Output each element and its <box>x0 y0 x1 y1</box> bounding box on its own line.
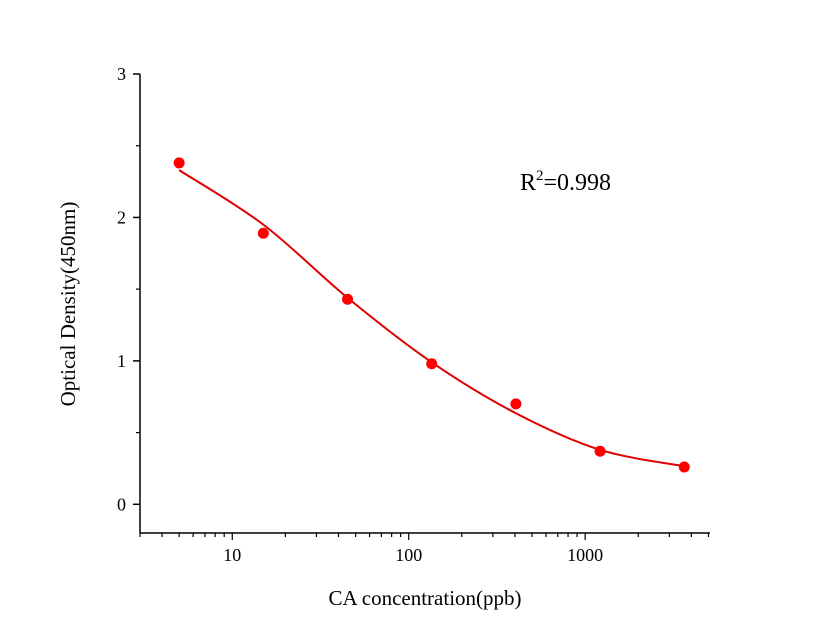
data-point <box>678 461 690 473</box>
y-tick-label: 1 <box>117 351 126 371</box>
x-tick-label: 10 <box>223 545 241 565</box>
data-point <box>342 293 354 305</box>
x-tick-label: 1000 <box>567 545 603 565</box>
y-axis-label: Optical Density(450nm) <box>56 202 80 407</box>
y-tick-label: 2 <box>117 207 126 227</box>
data-point <box>426 358 438 370</box>
axes: 0 1 2 3 10 100 1000 <box>117 64 710 565</box>
r-squared-annotation: R2=0.998 <box>520 168 611 196</box>
x-axis-label: CA concentration(ppb) <box>328 586 521 610</box>
data-point <box>510 398 522 410</box>
data-points <box>173 157 690 473</box>
y-tick-label: 3 <box>117 64 126 84</box>
data-point <box>257 227 269 239</box>
fit-curve <box>178 169 685 468</box>
data-point <box>173 157 185 169</box>
y-tick-label: 0 <box>117 494 126 514</box>
x-tick-label: 100 <box>395 545 422 565</box>
data-point <box>594 445 606 457</box>
